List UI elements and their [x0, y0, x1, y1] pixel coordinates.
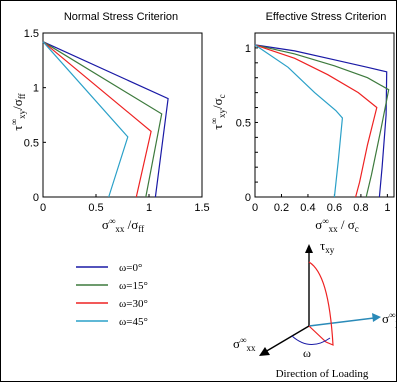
tau-arrowhead [305, 244, 313, 253]
tau-axis-label: τxy [320, 238, 335, 255]
normal-stress-title: Normal Stress Criterion [64, 11, 178, 23]
loading-direction-diagram: τxy σ∞yy σ∞xx ω Direction of Loading [233, 238, 397, 380]
x-tick-label: 0 [252, 202, 258, 214]
series-line [42, 41, 163, 198]
effective-stress-title: Effective Stress Criterion [266, 11, 387, 23]
series-line [254, 44, 344, 198]
series-line [254, 44, 390, 198]
legend-label: ω=15° [119, 280, 148, 292]
normal-stress-ticks: 0 0.5 1 1.5 0 0.5 1 1.5 [24, 28, 210, 214]
legend-label: ω=0° [119, 262, 142, 274]
legend-label: ω=30° [119, 298, 148, 310]
series-line [254, 44, 378, 198]
y-tick-label: 1 [33, 83, 39, 95]
syy-arrowhead [372, 313, 381, 322]
x-tick-label: 0.5 [88, 202, 103, 214]
failure-envelope-curve [308, 261, 334, 346]
sxx-arrowhead [259, 347, 270, 356]
series-line [254, 44, 388, 198]
syy-axis [308, 317, 375, 327]
y-tick-label: 0 [33, 192, 39, 204]
x-tick-label: 0.4 [300, 202, 315, 214]
series-line [42, 41, 129, 198]
effective-stress-xlabel: σ∞xx / σc [315, 216, 359, 234]
diagram-caption: Direction of Loading [276, 368, 369, 380]
series-line [42, 41, 169, 198]
omega-arc [291, 335, 331, 345]
legend-label: ω=45° [119, 316, 148, 328]
y-tick-label: 1 [245, 43, 251, 55]
x-tick-label: 1 [146, 202, 152, 214]
y-tick-label: 0.5 [24, 137, 39, 149]
series-line [42, 41, 152, 198]
sxx-axis [264, 325, 310, 353]
x-tick-label: 0.8 [353, 202, 368, 214]
x-tick-label: 0.6 [327, 202, 342, 214]
legend: ω=0° ω=15° ω=30° ω=45° [76, 262, 148, 328]
x-tick-label: 1.5 [194, 202, 209, 214]
effective-stress-ticks: 0 0.2 0.4 0.6 0.8 1 0 0.5 1 [236, 43, 391, 214]
sxx-axis-label: σ∞xx [233, 335, 256, 353]
omega-label: ω [303, 346, 311, 360]
normal-stress-series [42, 41, 169, 198]
syy-axis-label: σ∞yy [382, 310, 397, 328]
effective-stress-axes-box [254, 32, 395, 198]
effective-stress-series [254, 44, 390, 198]
y-tick-label: 0 [245, 192, 251, 204]
x-tick-label: 0.2 [274, 202, 289, 214]
y-tick-label: 0.5 [236, 117, 251, 129]
x-tick-label: 1 [384, 202, 390, 214]
normal-stress-axes-box [42, 32, 203, 198]
x-tick-label: 0 [40, 202, 46, 214]
y-tick-label: 1.5 [24, 28, 39, 40]
